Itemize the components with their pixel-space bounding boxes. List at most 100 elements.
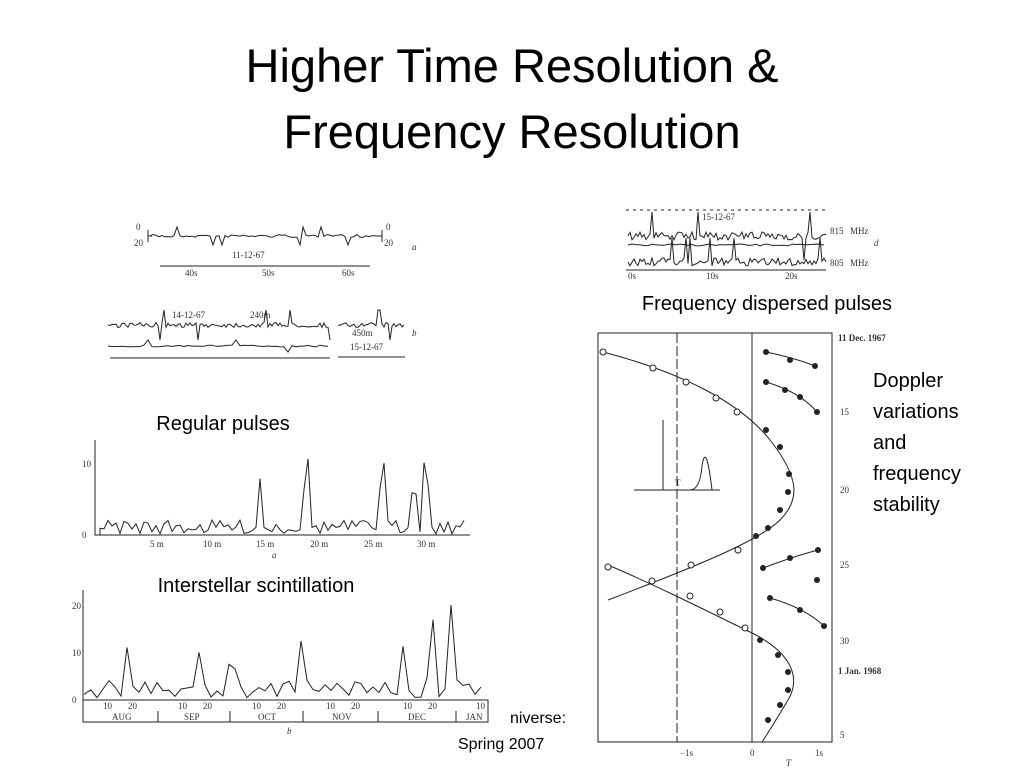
axes (82, 590, 489, 723)
fig-label: DEC (408, 712, 426, 722)
fig-label: 11-12-67 (232, 250, 265, 260)
caption-line: and (873, 432, 906, 454)
trace (107, 339, 329, 353)
fig-label: MHz (850, 258, 869, 268)
filled-point (814, 577, 820, 583)
dispersed-figure: 15-12-67 815 MHz 805 MHz d 0s 10s 20s (626, 209, 879, 281)
trace (627, 243, 825, 247)
filled-point (763, 349, 769, 355)
fig-label: 15 m (256, 539, 274, 549)
fig-label: 10 (476, 701, 486, 711)
filled-point (777, 507, 783, 513)
fig-label: 25 m (364, 539, 382, 549)
scint-a-figure: 0 10 5 m 10 m 15 m 20 m 25 m 30 m a (82, 440, 470, 560)
frame (597, 332, 833, 743)
footer: Spring 2007 (458, 736, 544, 753)
fig-label: 0 (72, 695, 77, 705)
fig-label: 20s (785, 271, 798, 281)
caption-line: stability (873, 494, 940, 516)
fig-label: 11 Dec. 1967 (838, 333, 886, 343)
filled-point (812, 363, 818, 369)
caption: Regular pulses (156, 413, 289, 435)
doppler-figure: T 11 Dec. 1967 15 20 25 30 1 Jan. 1968 5… (597, 332, 886, 768)
trace (99, 458, 465, 536)
filled-point (785, 687, 791, 693)
filled-point (787, 357, 793, 363)
fig-label: 815 (830, 226, 844, 236)
filled-point (785, 669, 791, 675)
open-point (741, 624, 749, 632)
fig-label: NOV (332, 712, 352, 722)
filled-point (777, 702, 783, 708)
open-point (599, 348, 607, 356)
open-point (686, 592, 694, 600)
fig-label: 20 (351, 701, 361, 711)
fig-label: b (287, 726, 292, 736)
fig-label: 60s (342, 268, 355, 278)
fig-label: SEP (184, 712, 200, 722)
trace (149, 225, 379, 247)
fig-label: AUG (112, 712, 132, 722)
fig-label: 5 (840, 730, 845, 740)
filled-point (753, 533, 759, 539)
fig-label: 805 (830, 258, 844, 268)
filled-point (763, 427, 769, 433)
fig-label: −1s (680, 748, 694, 758)
fig-label: OCT (258, 712, 277, 722)
open-point (734, 546, 742, 554)
fig-label: 10s (706, 271, 719, 281)
filled-point (767, 595, 773, 601)
fig-label: 10 m (203, 539, 221, 549)
day-labels: 10 20 10 20 10 20 10 20 10 20 10 (103, 701, 486, 711)
filled-point (765, 525, 771, 531)
inset-pulse (634, 420, 720, 491)
filled-point (797, 394, 803, 400)
fig-label: 0 (750, 748, 755, 758)
trace (627, 237, 827, 267)
trace (107, 309, 331, 341)
traces (84, 211, 827, 699)
filled-point (821, 623, 827, 629)
fig-label: JAN (466, 712, 483, 722)
open-point (682, 378, 690, 386)
open-point (649, 364, 657, 372)
filled-point (757, 637, 763, 643)
fig-label: 1s (815, 748, 824, 758)
title: Frequency Resolution (283, 105, 740, 158)
fig-label: b (412, 328, 417, 338)
open-point (712, 394, 720, 402)
fig-label: 0s (628, 271, 637, 281)
curve (762, 351, 825, 627)
caption-line: variations (873, 401, 959, 423)
filled-point (777, 444, 783, 450)
fig-label: 50s (262, 268, 275, 278)
open-point (733, 408, 741, 416)
fig-label: 15 (840, 407, 850, 417)
fig-label: 10 (178, 701, 188, 711)
fig-label: 240m (250, 310, 271, 320)
title: Higher Time Resolution & (246, 39, 779, 92)
fig-label: a (412, 242, 417, 252)
month-dividers (157, 711, 457, 722)
fig-label: 10 (82, 459, 92, 469)
fig-label: 15-12-67 (702, 212, 735, 222)
open-point (604, 563, 612, 571)
trace (627, 211, 827, 261)
scint-b-figure: 0 10 20 10 20 10 20 10 20 10 20 10 20 10 AUG SEP OCT… (72, 590, 489, 736)
open-point (716, 608, 724, 616)
filled-point (786, 471, 792, 477)
fig-label: 20 (840, 485, 850, 495)
fig-label: 10 (403, 701, 413, 711)
filled-point (760, 565, 766, 571)
fig-label: 14-12-67 (172, 310, 205, 320)
filled-point (797, 607, 803, 613)
fig-label: 30 (840, 636, 850, 646)
fig-label: 20 (384, 238, 394, 248)
curve (602, 351, 795, 601)
fig-label: 20 (72, 601, 82, 611)
filled-point (787, 555, 793, 561)
fig-label: T (786, 758, 792, 768)
fig-label: 0 (136, 222, 141, 232)
fig-label: 5 m (150, 539, 164, 549)
trace (337, 309, 405, 341)
